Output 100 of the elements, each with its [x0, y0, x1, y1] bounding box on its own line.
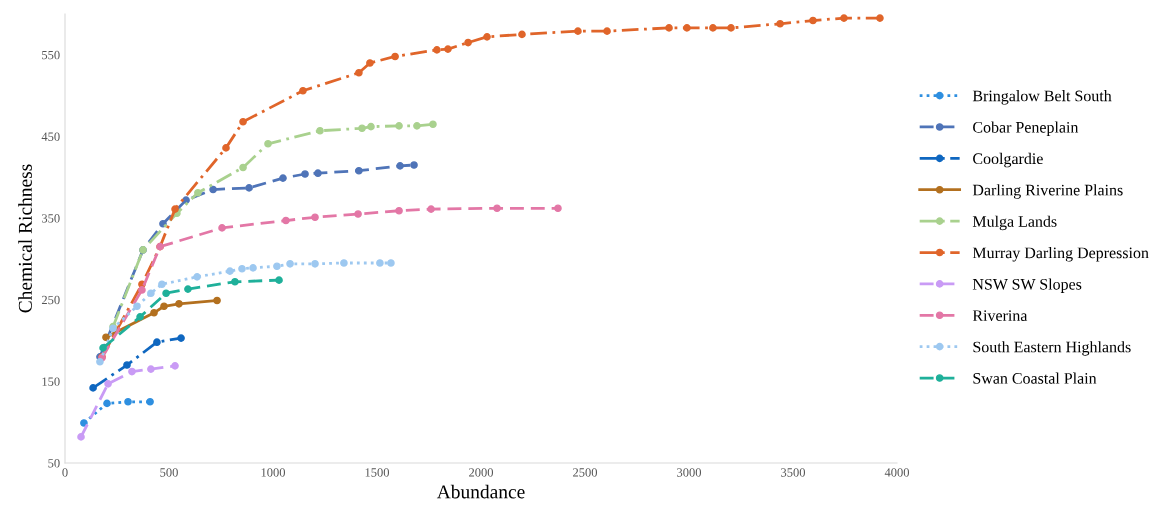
point: [160, 302, 168, 311]
point: [133, 302, 141, 311]
legend-label: Coolgardie: [973, 152, 1043, 168]
point: [213, 296, 221, 305]
x-tick-label: 3000: [677, 468, 702, 477]
point: [193, 273, 201, 281]
point: [123, 361, 131, 369]
x-tick-label: 1000: [261, 468, 286, 477]
legend-label: Swan Coastal Plain: [973, 372, 1097, 384]
point: [239, 117, 247, 126]
point: [683, 24, 691, 32]
point: [518, 30, 526, 39]
point: [102, 333, 110, 342]
point: [355, 68, 363, 77]
point: [194, 188, 202, 197]
point: [727, 24, 735, 32]
point: [483, 33, 491, 41]
point: [366, 59, 374, 67]
point: [367, 122, 375, 131]
legend-label: NSW SW Slopes: [972, 278, 1082, 293]
point: [314, 169, 322, 178]
point: [282, 216, 290, 225]
point: [433, 46, 441, 54]
point: [245, 184, 253, 192]
x-tick-label: 4000: [884, 468, 910, 477]
x-axis-title: Abundance: [436, 484, 525, 499]
x-tick-label: 2000: [469, 468, 494, 477]
point: [124, 397, 132, 406]
legend-label: Riverina: [972, 310, 1028, 322]
point: [239, 163, 247, 172]
y-tick-label: 450: [41, 132, 60, 141]
point: [427, 205, 435, 213]
point: [286, 259, 294, 268]
point: [387, 259, 395, 267]
legend-label: Bringalow Belt South: [972, 90, 1112, 105]
point: [218, 224, 226, 232]
point: [171, 205, 179, 213]
point: [153, 338, 161, 346]
point: [809, 16, 817, 25]
point: [177, 334, 185, 342]
point: [226, 267, 234, 275]
legend-label: Mulga Lands: [972, 215, 1057, 231]
point: [665, 24, 673, 32]
point: [493, 204, 501, 213]
point: [574, 27, 582, 35]
point: [429, 120, 437, 129]
point: [136, 313, 144, 321]
point: [709, 24, 717, 32]
point: [396, 162, 404, 170]
point: [147, 365, 155, 373]
point: [158, 280, 166, 289]
point: [395, 206, 403, 215]
point: [355, 166, 363, 175]
point: [171, 362, 179, 370]
x-tick-label: 1500: [365, 468, 390, 477]
point: [876, 14, 884, 22]
point: [77, 433, 85, 441]
legend-label: South Eastern Highlands: [973, 341, 1131, 356]
point: [840, 14, 848, 22]
point: [159, 219, 167, 228]
point: [89, 384, 97, 392]
point: [147, 289, 155, 298]
y-tick-label: 550: [42, 50, 60, 60]
point: [231, 277, 239, 286]
point: [554, 204, 562, 213]
y-axis-title: Chemical Richness: [18, 164, 32, 313]
point: [249, 264, 257, 272]
point: [104, 379, 112, 388]
point: [279, 174, 287, 182]
x-tick-label: 2500: [573, 468, 598, 477]
y-tick-label: 150: [42, 377, 60, 386]
y-tick-label: 50: [48, 459, 60, 468]
x-tick-label: 500: [160, 468, 178, 477]
point: [273, 262, 281, 271]
point: [99, 344, 107, 352]
point: [301, 170, 309, 178]
point: [275, 276, 283, 284]
point: [209, 185, 217, 194]
legend-label: Murray Darling Depression: [972, 247, 1149, 262]
point: [150, 308, 158, 317]
point: [311, 259, 319, 268]
point: [103, 399, 111, 408]
point: [138, 286, 146, 294]
point: [311, 213, 319, 222]
point: [340, 259, 348, 267]
point: [410, 161, 418, 169]
point: [96, 357, 104, 366]
point: [80, 419, 88, 427]
y-tick-label: 250: [41, 295, 60, 305]
x-tick-label: 3500: [781, 468, 806, 477]
point: [444, 45, 452, 53]
point: [776, 19, 784, 28]
point: [238, 264, 246, 273]
point: [184, 285, 192, 293]
point: [413, 122, 421, 130]
point: [464, 38, 472, 47]
x-tick-label: 0: [62, 468, 68, 477]
point: [146, 397, 154, 406]
point: [395, 122, 403, 130]
point: [182, 196, 190, 204]
